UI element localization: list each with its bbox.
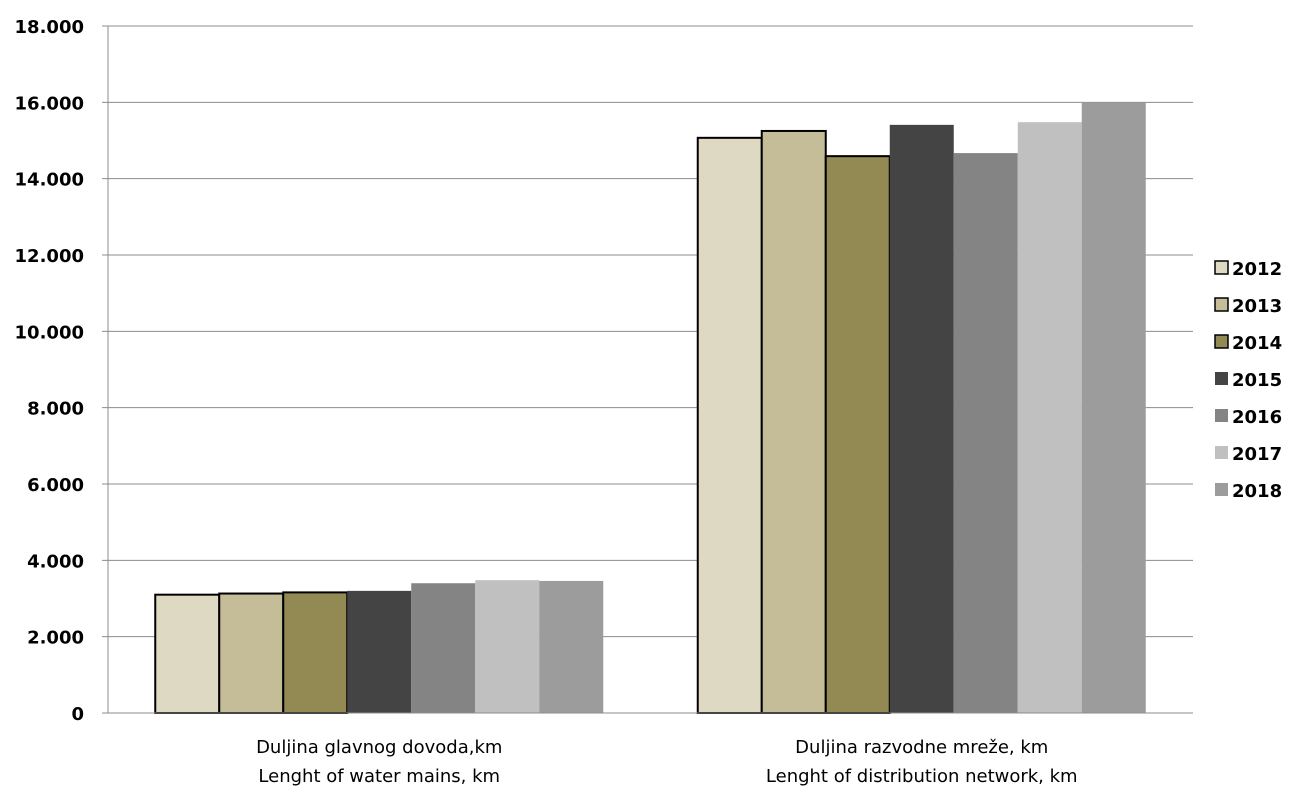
legend-item-2014: 2014 [1214, 333, 1282, 354]
legend-swatch [1214, 334, 1229, 349]
y-tick-label: 12.000 [15, 246, 84, 267]
legend-item-2012: 2012 [1214, 259, 1282, 280]
gridlines [102, 25, 1193, 713]
bar-2012-cat1 [696, 136, 763, 715]
legend-label: 2018 [1232, 481, 1282, 502]
bar-2018-cat0 [539, 580, 604, 713]
y-tick-label: 6.000 [27, 475, 84, 496]
y-tick-label: 10.000 [15, 322, 84, 343]
y-tick-label: 4.000 [27, 551, 84, 572]
legend-swatch [1215, 446, 1228, 459]
y-tick-label: 14.000 [15, 170, 84, 191]
bar-2018-cat1 [1081, 102, 1146, 714]
bar-2017-cat1 [1017, 122, 1082, 714]
bar-2016-cat0 [411, 583, 476, 713]
legend-label: 2012 [1232, 259, 1282, 280]
y-tick-label: 2.000 [27, 628, 84, 649]
y-tick-label: 18.000 [15, 17, 84, 38]
bar-2015-cat1 [889, 124, 954, 713]
legend-label: 2017 [1232, 444, 1282, 465]
category-label: Duljina razvodne mreže, km [795, 737, 1048, 758]
y-tick-label: 16.000 [15, 93, 84, 114]
bar-2017-cat0 [475, 580, 540, 713]
category-label: Lenght of water mains, km [258, 766, 500, 787]
category-label: Duljina glavnog dovoda,km [256, 737, 502, 758]
legend-item-2015: 2015 [1215, 370, 1282, 391]
bar-2013-cat1 [760, 129, 827, 715]
legend-swatch [1214, 297, 1229, 312]
bar-2014-cat0 [282, 591, 349, 714]
y-axis-ticks: 0 2.000 4.000 6.000 8.000 10.000 12.000 14.000 1… [15, 17, 84, 725]
bar-2015-cat0 [347, 590, 412, 713]
legend-item-2016: 2016 [1215, 407, 1282, 428]
category-label: Lenght of distribution network, km [766, 766, 1078, 787]
legend-label: 2014 [1232, 333, 1282, 354]
legend-item-2017: 2017 [1215, 444, 1282, 465]
bar-2012-cat0 [154, 593, 221, 715]
bar-2016-cat1 [953, 153, 1018, 714]
legend-label: 2016 [1232, 407, 1282, 428]
y-tick-label: 8.000 [27, 399, 84, 420]
y-tick-label: 0 [71, 704, 84, 725]
legend-swatch [1215, 483, 1228, 496]
bar-2013-cat0 [218, 592, 285, 714]
legend-swatch [1214, 260, 1229, 275]
legend-item-2018: 2018 [1215, 481, 1282, 502]
legend-swatch [1215, 409, 1228, 422]
bar-2014-cat1 [824, 155, 891, 715]
legend-item-2013: 2013 [1214, 296, 1282, 317]
x-axis-categories: Duljina glavnog dovoda,km Lenght of water… [256, 737, 1078, 787]
legend-label: 2015 [1232, 370, 1282, 391]
legend-label: 2013 [1232, 296, 1282, 317]
legend-swatch [1215, 372, 1228, 385]
legend: 2012 2013 2014 2015 2016 2017 2018 [1214, 259, 1282, 502]
